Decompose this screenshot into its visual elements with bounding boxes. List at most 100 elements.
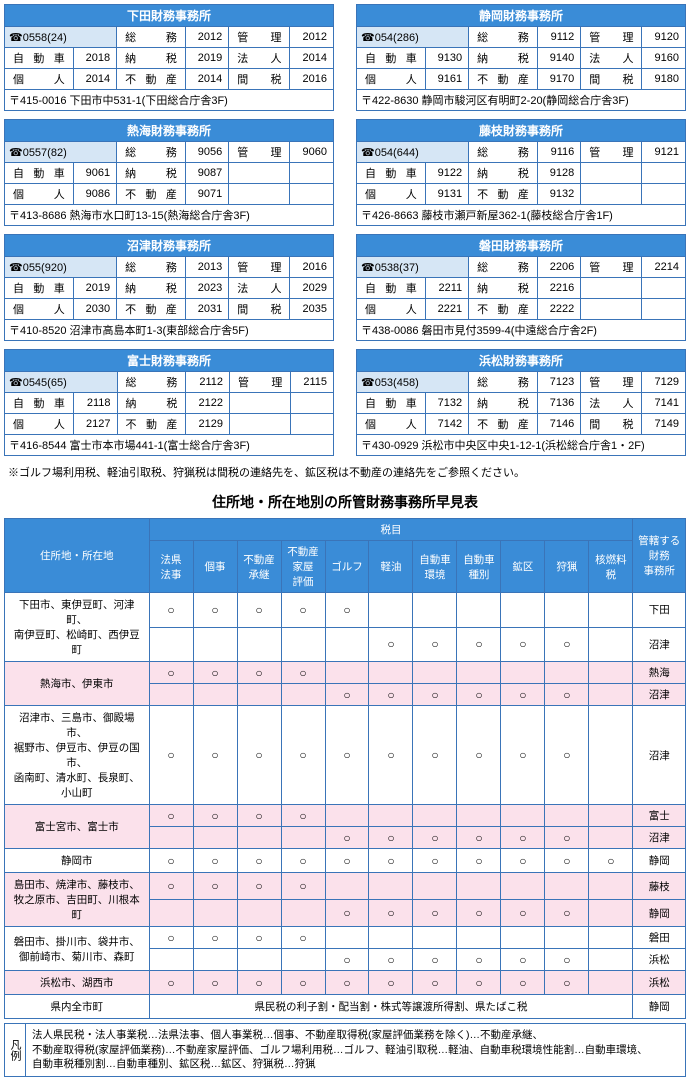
office-tel: ☎0558(24) — [5, 27, 117, 48]
cell-num: 9060 — [290, 142, 334, 163]
office-address: 〒430-0929 浜松市中央区中央1-12-1(浜松総合庁舎1・2F) — [357, 435, 686, 456]
ref-mark — [149, 827, 193, 849]
ref-h-col: 不動産承継 — [237, 541, 281, 593]
cell-label: 納 税 — [117, 48, 186, 69]
ref-mark — [193, 900, 237, 927]
cell-label: 納 税 — [117, 278, 186, 299]
ref-mark: ○ — [237, 927, 281, 949]
ref-mark — [149, 949, 193, 971]
ref-mark: ○ — [501, 949, 545, 971]
cell-num: 2014 — [185, 69, 228, 90]
cell-num: 2019 — [73, 278, 116, 299]
ref-mark — [589, 927, 633, 949]
ref-mark — [369, 662, 413, 684]
ref-mark: ○ — [237, 873, 281, 900]
cell-num: 2115 — [291, 372, 334, 393]
cell-label: 不 動 産 — [117, 414, 186, 435]
cell-label: 管 理 — [581, 27, 642, 48]
cell-num: 2118 — [73, 393, 117, 414]
ref-mark: ○ — [193, 593, 237, 628]
office-name: 藤枝財務事務所 — [357, 120, 686, 142]
ref-mark — [545, 927, 589, 949]
ref-mark — [589, 684, 633, 706]
ref-mark — [369, 805, 413, 827]
cell-num: 9170 — [537, 69, 580, 90]
ref-mark: ○ — [237, 805, 281, 827]
ref-mark: ○ — [545, 827, 589, 849]
ref-mark — [281, 827, 325, 849]
cell-label: 不 動 産 — [117, 184, 186, 205]
office-address: 〒413-8686 熱海市水口町13-15(熱海総合庁舎3F) — [5, 205, 334, 226]
office-tel: ☎055(920) — [5, 257, 117, 278]
cell-num: 9071 — [185, 184, 228, 205]
ref-mark: ○ — [457, 971, 501, 995]
ref-mark: ○ — [545, 849, 589, 873]
ref-h-tax: 税目 — [149, 519, 633, 541]
cell-label: 納 税 — [117, 393, 186, 414]
cell-num: 2016 — [290, 69, 334, 90]
cell-num: 7123 — [537, 372, 580, 393]
cell-label: 個 人 — [357, 69, 426, 90]
ref-mark: ○ — [501, 971, 545, 995]
cell-label: 総 務 — [117, 27, 186, 48]
cell-label: 総 務 — [469, 142, 538, 163]
cell-label: 自 動 車 — [357, 163, 426, 184]
office-table: 富士財務事務所☎0545(65)総 務2112管 理2115自 動 車2118納… — [4, 349, 334, 456]
cell-num: 2014 — [290, 48, 334, 69]
ref-mark: ○ — [149, 662, 193, 684]
ref-mark: ○ — [589, 849, 633, 873]
ref-mark: ○ — [193, 805, 237, 827]
cell-num: 9180 — [642, 69, 686, 90]
ref-mark — [545, 873, 589, 900]
office-address: 〒426-8663 藤枝市瀬戸新屋362-1(藤枝総合庁舎1F) — [357, 205, 686, 226]
cell-num: 9061 — [73, 163, 116, 184]
cell-label: 管 理 — [229, 27, 290, 48]
ref-loc: 富士宮市、富士市 — [5, 805, 150, 849]
office-tel: ☎0545(65) — [5, 372, 118, 393]
office-table: 磐田財務事務所☎0538(37)総 務2206管 理2214自 動 車2211納… — [356, 234, 686, 341]
ref-mark: ○ — [193, 873, 237, 900]
ref-mark — [501, 593, 545, 628]
cell-label: 管 理 — [230, 372, 291, 393]
ref-loc: 沼津市、三島市、御殿場市、裾野市、伊豆市、伊豆の国市、函南町、清水町、長泉町、小… — [5, 706, 150, 805]
cell-num: 9140 — [537, 48, 580, 69]
ref-h-col: 核燃料税 — [589, 541, 633, 593]
cell-label: 個 人 — [357, 184, 426, 205]
ref-office: 静岡 — [633, 995, 686, 1019]
reference-table: 住所地・所在地税目管轄する財務事務所法県法事個事不動産承継不動産家屋評価ゴルフ軽… — [4, 518, 686, 1019]
cell-label: 法 人 — [229, 278, 290, 299]
ref-mark — [501, 927, 545, 949]
cell-num: 9056 — [185, 142, 228, 163]
ref-mark: ○ — [413, 827, 457, 849]
ref-mark: ○ — [281, 805, 325, 827]
cell-label: 個 人 — [5, 299, 74, 320]
cell-label: 納 税 — [469, 278, 538, 299]
ref-mark: ○ — [457, 684, 501, 706]
cell-label: 間 税 — [581, 69, 642, 90]
ref-mark — [413, 593, 457, 628]
ref-mark — [589, 805, 633, 827]
cell-label: 法 人 — [229, 48, 290, 69]
cell-label: 管 理 — [229, 142, 290, 163]
office-tel: ☎0538(37) — [357, 257, 469, 278]
cell-label: 総 務 — [117, 142, 186, 163]
ref-h-col: 鉱区 — [501, 541, 545, 593]
ref-mark: ○ — [281, 873, 325, 900]
cell-label: 総 務 — [117, 372, 186, 393]
ref-loc: 静岡市 — [5, 849, 150, 873]
office-table: 藤枝財務事務所☎054(644)総 務9116管 理9121自 動 車9122納… — [356, 119, 686, 226]
cell-label: 管 理 — [229, 257, 290, 278]
ref-office: 静岡 — [633, 900, 686, 927]
cell-label: 自 動 車 — [5, 48, 74, 69]
ref-office: 藤枝 — [633, 873, 686, 900]
cell-label: 総 務 — [117, 257, 186, 278]
ref-mark — [501, 873, 545, 900]
ref-office: 浜松 — [633, 971, 686, 995]
cell-label — [581, 184, 642, 205]
ref-mark — [281, 684, 325, 706]
cell-num: 2023 — [185, 278, 228, 299]
ref-mark — [149, 900, 193, 927]
ref-mark: ○ — [193, 662, 237, 684]
cell-label: 不 動 産 — [469, 299, 538, 320]
cell-label: 管 理 — [581, 142, 642, 163]
